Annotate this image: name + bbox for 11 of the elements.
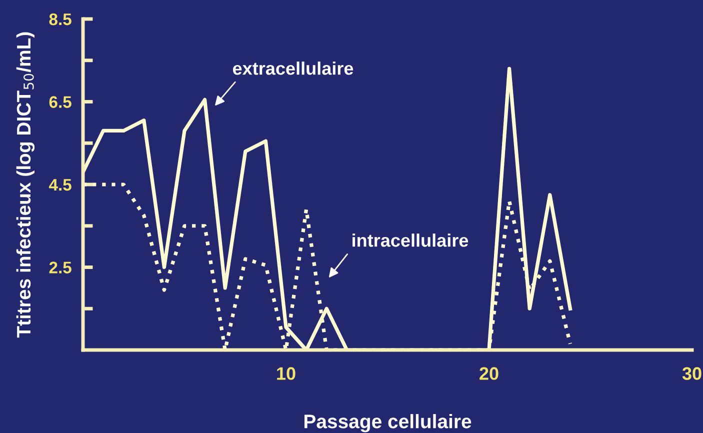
annotation: extracellulaire bbox=[232, 62, 354, 75]
x-tick-label: 30 bbox=[682, 367, 702, 380]
y-axis-title: Ttitres infectieux (log DICT$_{50}$/mL) bbox=[16, 32, 35, 338]
y-tick-label: 2.5 bbox=[49, 262, 72, 274]
y-tick-label: 4.5 bbox=[48, 179, 72, 191]
annotation: intracellulaire bbox=[352, 234, 468, 247]
x-tick-label: 10 bbox=[277, 367, 296, 380]
y-tick-label: 8.5 bbox=[49, 13, 72, 26]
y-tick-label: 6.5 bbox=[49, 96, 72, 108]
x-axis-title: Passage cellulaire bbox=[304, 414, 472, 432]
x-tick-label: 20 bbox=[480, 367, 498, 380]
